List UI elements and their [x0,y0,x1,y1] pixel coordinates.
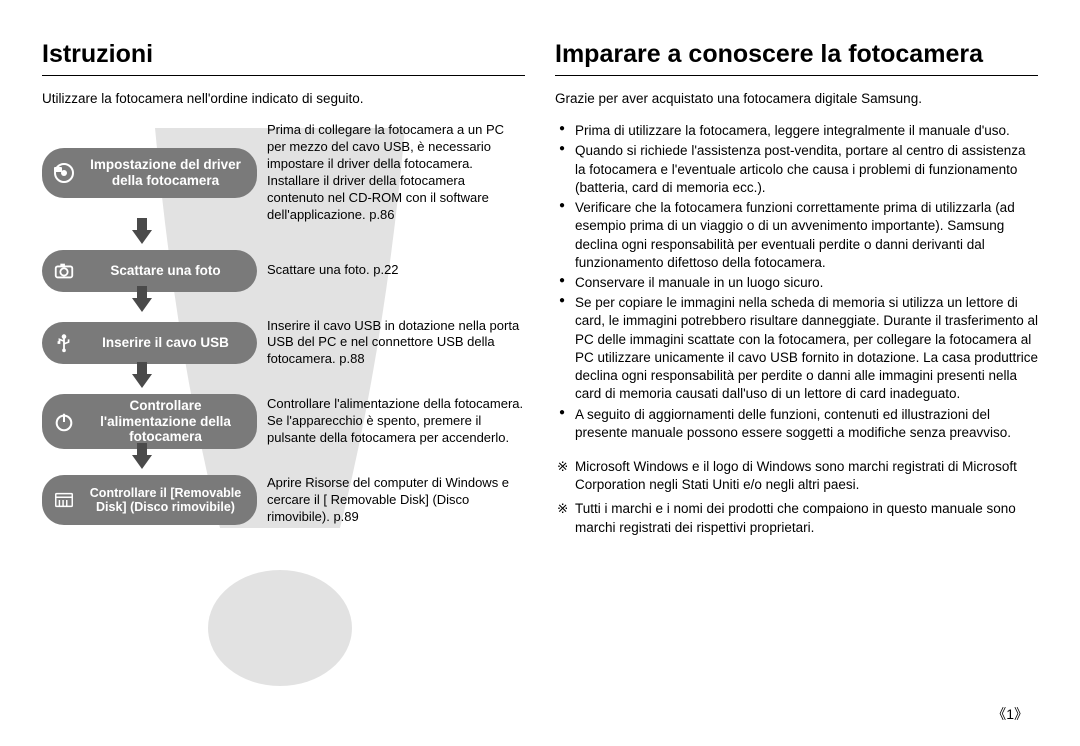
step-disk-desc: Aprire Risorse del computer di Windows e… [267,475,525,526]
bullet-list: Prima di utilizzare la fotocamera, legge… [555,122,1038,442]
trademark-item: Microsoft Windows e il logo di Windows s… [575,458,1038,494]
bullet-item: Conservare il manuale in un luogo sicuro… [575,274,1038,292]
right-heading: Imparare a conoscere la fotocamera [555,40,1038,76]
pill-driver: Impostazione del driver della fotocamera [42,148,257,198]
trademark-notes: Microsoft Windows e il logo di Windows s… [555,458,1038,537]
step-shoot-desc: Scattare una foto. p.22 [267,262,399,279]
page-content: Istruzioni Utilizzare la fotocamera nell… [0,0,1080,563]
arrow-1 [42,224,525,250]
trademark-item: Tutti i marchi e i nomi dei prodotti che… [575,500,1038,536]
pill-shoot: Scattare una foto [42,250,257,292]
step-usb: Inserire il cavo USB Inserire il cavo US… [42,318,525,369]
step-driver: Impostazione del driver della fotocamera… [42,122,525,223]
step-shoot: Scattare una foto Scattare una foto. p.2… [42,250,525,292]
pill-disk-label: Controllare il [Removable Disk] (Disco r… [86,486,245,515]
pill-usb-label: Inserire il cavo USB [86,335,245,351]
disk-icon [50,486,78,514]
step-usb-desc: Inserire il cavo USB in dotazione nella … [267,318,525,369]
step-power: Controllare l'alimentazione della fotoca… [42,394,525,449]
bullet-item: Verificare che la fotocamera funzioni co… [575,199,1038,272]
left-column: Istruzioni Utilizzare la fotocamera nell… [42,40,525,543]
pill-disk: Controllare il [Removable Disk] (Disco r… [42,475,257,525]
bullet-item: A seguito di aggiornamenti delle funzion… [575,406,1038,442]
bullet-item: Quando si richiede l'assistenza post-ven… [575,142,1038,197]
step-driver-desc: Prima di collegare la fotocamera a un PC… [267,122,525,223]
page-number: 《1》 [992,704,1028,724]
bullet-item: Prima di utilizzare la fotocamera, legge… [575,122,1038,140]
arrow-2 [42,292,525,318]
left-heading: Istruzioni [42,40,525,76]
left-intro: Utilizzare la fotocamera nell'ordine ind… [42,90,525,108]
pill-shoot-label: Scattare una foto [86,263,245,279]
power-icon [50,408,78,436]
camera-cd-icon [50,159,78,187]
pill-power-label: Controllare l'alimentazione della fotoca… [86,398,245,445]
usb-icon [50,329,78,357]
arrow-4 [42,449,525,475]
step-power-desc: Controllare l'alimentazione della fotoca… [267,396,525,447]
step-disk: Controllare il [Removable Disk] (Disco r… [42,475,525,526]
right-intro: Grazie per aver acquistato una fotocamer… [555,90,1038,108]
pill-driver-label: Impostazione del driver della fotocamera [86,157,245,188]
bullet-item: Se per copiare le immagini nella scheda … [575,294,1038,403]
pill-usb: Inserire il cavo USB [42,322,257,364]
pill-power: Controllare l'alimentazione della fotoca… [42,394,257,449]
camera-shoot-icon [50,257,78,285]
right-column: Imparare a conoscere la fotocamera Grazi… [555,40,1038,543]
arrow-3 [42,368,525,394]
